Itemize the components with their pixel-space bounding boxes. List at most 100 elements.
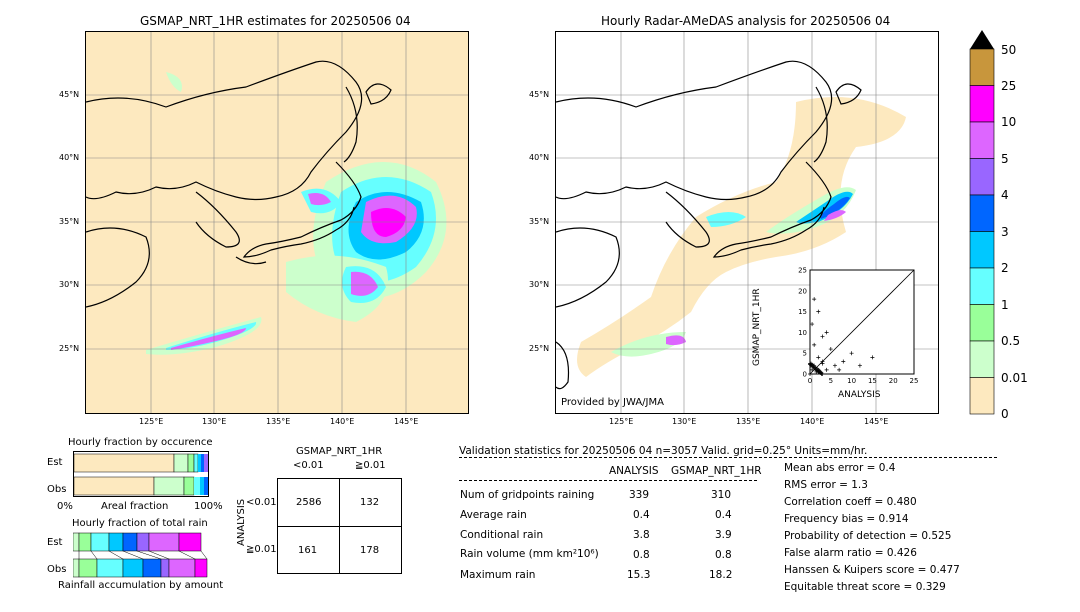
left-coastline <box>86 60 392 308</box>
scatter-point <box>819 372 824 376</box>
scatter-point <box>820 334 825 339</box>
validation-row-label: Conditional rain <box>460 529 544 541</box>
validation-row-gsmap: 310 <box>711 489 732 501</box>
contingency-cell: 178 <box>360 545 380 556</box>
left-lat-label: 40°N <box>59 153 80 162</box>
scatter-x-tick: 15 <box>868 377 877 385</box>
scatter-point <box>841 359 846 364</box>
scatter-point <box>857 363 862 368</box>
scatter-point <box>816 369 821 374</box>
left-lat-label: 25°N <box>59 344 80 353</box>
colorbar-label: 0.01 <box>1001 371 1028 385</box>
colorbar-segment <box>969 121 995 159</box>
right-lon-label: 125°E <box>609 417 634 426</box>
colorbar-segment <box>969 231 995 269</box>
contingency-cell: 161 <box>298 545 318 556</box>
score-line: Hanssen & Kuipers score = 0.477 <box>784 564 960 576</box>
occurrence-title: Hourly fraction by occurence <box>68 437 213 448</box>
validation-row-analysis: 0.8 <box>633 549 650 561</box>
colorbar-segment <box>969 85 995 123</box>
map-credit: Provided by JWA/JMA <box>561 397 664 408</box>
colorbar-label: 1 <box>1001 298 1009 312</box>
validation-col-rule <box>459 480 757 481</box>
colorbar <box>969 30 995 416</box>
scatter-point <box>810 322 815 327</box>
colorbar-segment <box>969 48 995 86</box>
scatter-x-tick: 0 <box>808 377 812 385</box>
scatter-point <box>824 367 829 372</box>
colorbar-label: 0.5 <box>1001 334 1021 348</box>
contingency-cell: 132 <box>360 497 380 508</box>
scatter-y-tick: 5 <box>803 350 807 358</box>
right-lon-label: 145°E <box>864 417 889 426</box>
total-rain-bar-canvas <box>72 532 208 578</box>
scatter-point <box>816 355 821 360</box>
left-lon-label: 135°E <box>266 417 291 426</box>
scatter-point <box>808 372 812 376</box>
occurrence-axis-mid: Areal fraction <box>101 501 169 512</box>
contingency-row-label: ≧0.01 <box>246 544 277 555</box>
left-map-grid <box>86 32 468 413</box>
contingency-col-label: <0.01 <box>293 460 324 471</box>
validation-row-gsmap: 0.8 <box>715 549 732 561</box>
validation-row-analysis: 15.3 <box>627 569 651 581</box>
scatter-point <box>849 351 854 356</box>
left-lon-label: 145°E <box>394 417 419 426</box>
right-lat-label: 45°N <box>529 90 550 99</box>
scatter-point <box>824 330 829 335</box>
left-map-canvas <box>86 32 468 413</box>
occurrence-row-est: Est <box>47 457 63 468</box>
validation-row-label: Rain volume (mm km²10⁶) <box>460 548 599 560</box>
colorbar-segment <box>969 340 995 378</box>
occurrence-bars <box>73 451 209 497</box>
colorbar-segment <box>969 267 995 305</box>
scatter-y-tick: 25 <box>798 267 807 275</box>
colorbar-label: 10 <box>1001 115 1017 129</box>
contingency-title: GSMAP_NRT_1HR <box>296 446 383 457</box>
occurrence-bar-est <box>73 453 208 473</box>
scatter-point <box>870 355 875 360</box>
occurrence-axis-right: 100% <box>194 501 223 512</box>
colorbar-label: 25 <box>1001 79 1017 93</box>
validation-header: Validation statistics for 20250506 04 n=… <box>459 445 868 457</box>
score-line: Equitable threat score = 0.329 <box>784 581 946 593</box>
scatter-point <box>837 367 842 372</box>
right-lon-label: 135°E <box>736 417 761 426</box>
left-lat-label: 30°N <box>59 280 80 289</box>
colorbar-canvas <box>969 30 995 415</box>
colorbar-label: 0 <box>1001 407 1009 421</box>
total-rain-caption: Rainfall accumulation by amount <box>58 580 224 591</box>
scatter-y-tick: 20 <box>798 287 807 295</box>
scatter-point <box>812 342 817 347</box>
scatter-ylabel: GSMAP_NRT_1HR <box>752 288 762 366</box>
colorbar-label: 5 <box>1001 152 1009 166</box>
colorbar-label: 50 <box>1001 43 1017 57</box>
scatter-point <box>820 361 825 366</box>
left-rain-field <box>146 72 447 355</box>
validation-row-label: Num of gridpoints raining <box>460 489 595 501</box>
right-lat-label: 35°N <box>529 217 550 226</box>
occurrence-row-obs: Obs <box>47 484 67 495</box>
right-map-title: Hourly Radar-AMeDAS analysis for 2025050… <box>601 14 891 28</box>
left-map-title: GSMAP_NRT_1HR estimates for 20250506 04 <box>140 14 411 28</box>
colorbar-label: 2 <box>1001 261 1009 275</box>
scatter-x-tick: 10 <box>847 377 856 385</box>
scatter-plot: 00 5 5 10 10 15 15 20 20 25 25 <box>798 267 918 386</box>
total-rain-bar-est <box>72 532 202 552</box>
colorbar-segment <box>969 194 995 232</box>
colorbar-arrow <box>970 30 994 49</box>
scatter-inset: 0 0 5 5 10 10 15 15 20 20 25 25 <box>780 266 920 401</box>
validation-row-label: Average rain <box>460 509 527 521</box>
scatter-point <box>832 363 837 368</box>
score-line: False alarm ratio = 0.426 <box>784 547 917 559</box>
scatter-point <box>812 297 817 302</box>
left-map <box>85 31 469 414</box>
contingency-col-label: ≧0.01 <box>355 460 386 471</box>
right-lon-label: 140°E <box>800 417 825 426</box>
scatter-x-tick: 20 <box>889 377 898 385</box>
occurrence-bar-canvas <box>73 453 208 496</box>
contingency-cell: 2586 <box>296 497 322 508</box>
scatter-y-tick: 10 <box>798 329 807 337</box>
left-lon-label: 130°E <box>202 417 227 426</box>
scatter-point <box>816 309 821 314</box>
